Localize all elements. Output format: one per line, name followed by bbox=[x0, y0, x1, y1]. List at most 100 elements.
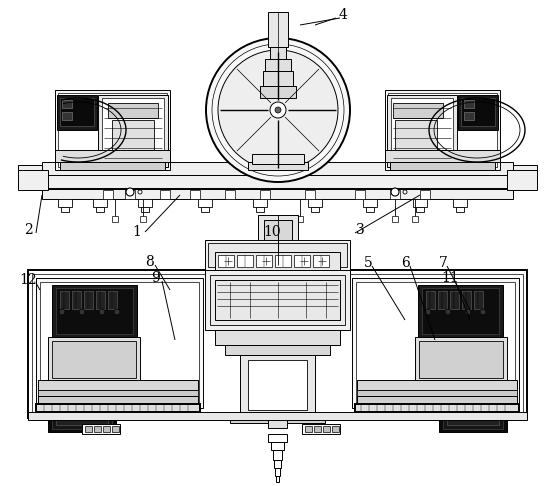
Bar bbox=[275, 468, 280, 476]
Bar bbox=[32, 274, 523, 414]
Bar bbox=[103, 190, 113, 199]
Bar bbox=[42, 175, 513, 189]
Bar bbox=[94, 426, 101, 432]
Bar bbox=[28, 412, 527, 420]
Bar bbox=[447, 390, 499, 425]
Bar bbox=[420, 190, 430, 199]
Bar bbox=[215, 252, 340, 270]
Bar bbox=[55, 150, 170, 162]
Bar bbox=[48, 337, 140, 382]
Bar bbox=[208, 243, 347, 267]
Bar bbox=[18, 165, 42, 170]
Circle shape bbox=[480, 309, 486, 315]
Bar bbox=[56, 288, 133, 334]
Bar bbox=[237, 255, 253, 267]
Bar bbox=[276, 476, 279, 482]
Bar bbox=[390, 190, 400, 199]
Bar bbox=[260, 190, 270, 199]
Bar bbox=[313, 255, 329, 267]
Bar bbox=[36, 278, 203, 408]
Bar bbox=[305, 426, 312, 432]
Bar bbox=[416, 207, 424, 212]
Bar bbox=[225, 190, 235, 199]
Bar bbox=[513, 165, 537, 170]
Bar bbox=[190, 190, 200, 199]
Circle shape bbox=[465, 309, 471, 315]
Bar bbox=[308, 199, 322, 207]
Bar bbox=[141, 207, 149, 212]
Bar bbox=[96, 207, 104, 212]
Bar bbox=[42, 189, 513, 199]
Bar bbox=[248, 162, 308, 170]
Bar bbox=[450, 291, 459, 309]
Bar bbox=[474, 291, 483, 309]
Bar bbox=[201, 207, 209, 212]
Bar bbox=[256, 207, 264, 212]
Bar bbox=[357, 380, 517, 390]
Bar bbox=[458, 95, 498, 130]
Bar bbox=[103, 426, 110, 432]
Bar bbox=[108, 291, 117, 309]
Bar bbox=[390, 162, 495, 170]
Text: 1: 1 bbox=[133, 225, 142, 239]
Bar bbox=[102, 98, 164, 164]
Bar bbox=[60, 162, 165, 170]
Bar bbox=[422, 288, 499, 334]
Bar bbox=[311, 207, 319, 212]
Bar bbox=[271, 442, 284, 450]
Bar bbox=[439, 382, 507, 432]
Bar bbox=[366, 207, 374, 212]
Bar bbox=[56, 390, 108, 425]
Bar bbox=[18, 170, 48, 190]
Bar bbox=[415, 337, 507, 382]
Text: 9: 9 bbox=[152, 271, 160, 285]
Bar bbox=[323, 426, 330, 432]
Bar bbox=[205, 240, 350, 270]
Bar bbox=[38, 380, 198, 390]
Bar bbox=[464, 112, 474, 120]
Bar bbox=[112, 426, 119, 432]
Text: 8: 8 bbox=[145, 255, 154, 269]
Bar bbox=[38, 390, 198, 396]
Bar bbox=[210, 275, 345, 325]
Bar bbox=[412, 216, 418, 222]
Circle shape bbox=[206, 38, 350, 182]
Bar bbox=[108, 103, 158, 118]
Bar bbox=[36, 404, 200, 412]
Bar bbox=[72, 291, 81, 309]
Bar bbox=[273, 450, 282, 460]
Text: 7: 7 bbox=[438, 256, 447, 270]
Circle shape bbox=[99, 309, 105, 315]
Bar bbox=[38, 396, 198, 404]
Bar bbox=[225, 345, 330, 355]
Bar bbox=[85, 426, 92, 432]
Circle shape bbox=[391, 188, 399, 196]
Bar bbox=[42, 162, 513, 175]
Bar bbox=[48, 382, 116, 432]
Bar bbox=[385, 150, 500, 162]
Bar bbox=[252, 154, 304, 164]
Bar bbox=[263, 71, 293, 86]
Bar bbox=[218, 255, 234, 267]
Bar bbox=[275, 255, 291, 267]
Bar bbox=[205, 270, 350, 330]
Text: 3: 3 bbox=[356, 223, 365, 237]
Bar bbox=[426, 291, 435, 309]
Bar bbox=[60, 291, 69, 309]
Bar bbox=[391, 98, 453, 164]
Bar bbox=[62, 112, 72, 120]
Bar bbox=[93, 199, 107, 207]
Bar bbox=[264, 220, 292, 260]
Bar bbox=[355, 404, 519, 412]
Bar bbox=[418, 285, 503, 337]
Bar bbox=[215, 280, 340, 320]
Bar bbox=[270, 47, 286, 59]
Circle shape bbox=[218, 50, 338, 170]
Bar bbox=[385, 90, 500, 170]
Bar bbox=[112, 120, 154, 160]
Bar bbox=[58, 199, 72, 207]
Bar bbox=[453, 199, 467, 207]
Bar bbox=[438, 291, 447, 309]
Bar bbox=[253, 199, 267, 207]
Circle shape bbox=[403, 190, 407, 194]
